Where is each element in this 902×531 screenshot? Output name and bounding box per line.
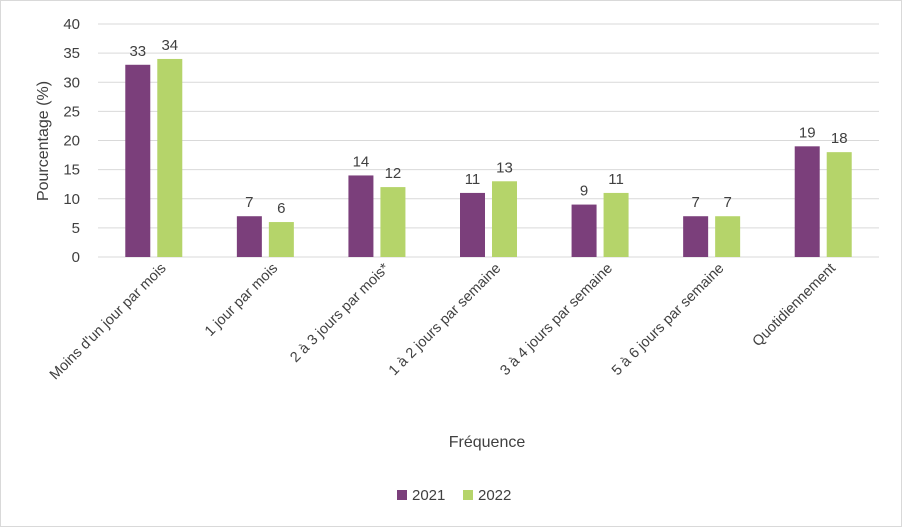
bar-2022-4 [492, 181, 517, 257]
gridlines [98, 23, 879, 258]
x-category-label: Moins d'un jour par mois [47, 261, 170, 384]
legend: 2021 2022 [397, 487, 511, 504]
y-axis-ticks: 0 5 10 15 20 25 30 35 40 [63, 16, 80, 266]
y-tick-label: 35 [63, 45, 80, 62]
data-label-2022-3: 12 [385, 165, 402, 182]
data-label-2021-3: 14 [353, 153, 370, 170]
data-labels: 33 34 7 6 14 12 11 13 9 11 7 7 19 18 [129, 37, 847, 217]
y-tick-label: 0 [72, 249, 80, 266]
y-tick-label: 40 [63, 16, 80, 33]
y-tick-label: 10 [63, 191, 80, 208]
bar-2022-3 [380, 187, 406, 257]
data-label-2021-2: 7 [245, 194, 253, 211]
x-category-label: 2 à 3 jours par mois* [287, 260, 393, 366]
legend-swatch-2022 [463, 490, 473, 500]
x-category-label: Quotidiennement [750, 261, 839, 350]
bar-2022-7 [826, 152, 852, 257]
bar-2021-1 [125, 64, 151, 258]
bar-2021-5 [571, 204, 597, 257]
bar-2022-1 [157, 58, 183, 258]
x-category-label: 3 à 4 jours par semaine [497, 261, 615, 379]
bar-2021-2 [236, 216, 262, 257]
bar-2021-7 [794, 146, 820, 257]
x-axis-title: Fréquence [449, 434, 526, 451]
data-label-2022-7: 18 [831, 130, 848, 147]
bar-2021-3 [348, 175, 374, 257]
data-label-2021-1: 33 [129, 43, 146, 60]
y-axis-title: Pourcentage (%) [35, 81, 52, 201]
bar-2021-4 [460, 192, 485, 257]
y-tick-label: 25 [63, 103, 80, 120]
data-label-2022-1: 34 [161, 37, 178, 54]
bar-2021-6 [683, 216, 709, 257]
legend-label-2022: 2022 [478, 487, 511, 504]
x-axis-categories: Moins d'un jour par mois 1 jour par mois 2… [47, 260, 839, 383]
y-tick-label: 15 [63, 162, 80, 179]
data-label-2021-4: 11 [465, 171, 481, 188]
data-label-2022-5: 11 [608, 171, 624, 188]
x-category-label: 5 à 6 jours par semaine [609, 261, 727, 379]
bars [125, 58, 852, 258]
y-tick-label: 20 [63, 133, 80, 150]
data-label-2021-5: 9 [580, 183, 588, 200]
bar-2022-2 [268, 222, 294, 257]
x-category-label: 1 jour par mois [202, 261, 281, 340]
y-tick-label: 5 [72, 220, 80, 237]
x-category-label: 1 à 2 jours par semaine [386, 261, 504, 379]
data-label-2022-2: 6 [277, 200, 285, 217]
legend-swatch-2021 [397, 490, 407, 500]
legend-label-2021: 2021 [412, 487, 445, 504]
data-label-2022-6: 7 [723, 194, 731, 211]
bar-2022-6 [715, 216, 741, 257]
data-label-2021-6: 7 [691, 194, 699, 211]
y-tick-label: 30 [63, 74, 80, 91]
data-label-2022-4: 13 [496, 159, 513, 176]
bar-2022-5 [603, 192, 629, 257]
data-label-2021-7: 19 [799, 124, 816, 141]
